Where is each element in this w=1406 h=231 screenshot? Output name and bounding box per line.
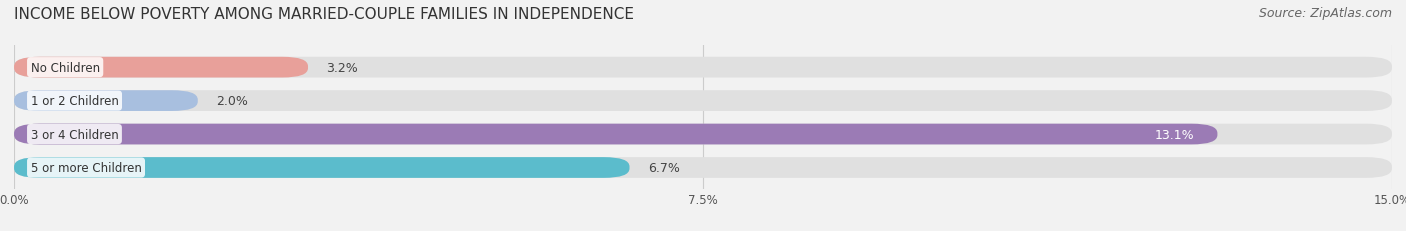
Text: Source: ZipAtlas.com: Source: ZipAtlas.com [1258,7,1392,20]
FancyBboxPatch shape [14,124,1392,145]
Text: 3 or 4 Children: 3 or 4 Children [31,128,118,141]
FancyBboxPatch shape [14,91,198,112]
FancyBboxPatch shape [14,58,1392,78]
Text: INCOME BELOW POVERTY AMONG MARRIED-COUPLE FAMILIES IN INDEPENDENCE: INCOME BELOW POVERTY AMONG MARRIED-COUPL… [14,7,634,22]
Text: 6.7%: 6.7% [648,161,679,174]
FancyBboxPatch shape [14,158,1392,178]
FancyBboxPatch shape [14,158,630,178]
FancyBboxPatch shape [14,58,308,78]
Text: 1 or 2 Children: 1 or 2 Children [31,95,118,108]
Text: 13.1%: 13.1% [1154,128,1195,141]
Text: No Children: No Children [31,61,100,74]
Text: 5 or more Children: 5 or more Children [31,161,142,174]
FancyBboxPatch shape [14,91,1392,112]
Text: 2.0%: 2.0% [217,95,247,108]
Text: 3.2%: 3.2% [326,61,359,74]
FancyBboxPatch shape [14,124,1218,145]
